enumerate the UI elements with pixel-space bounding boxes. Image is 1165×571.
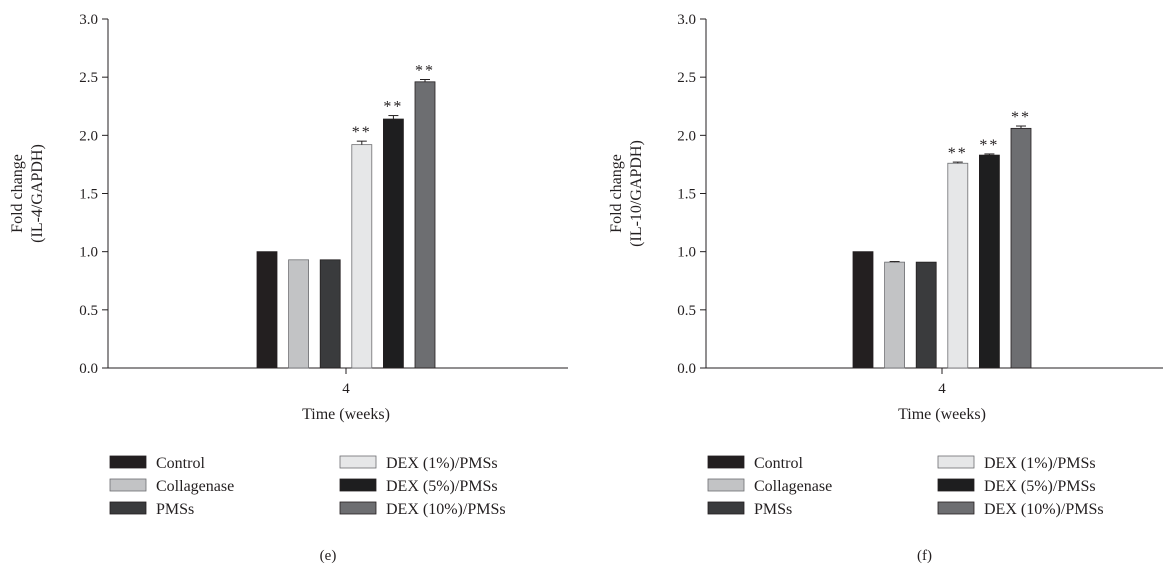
y-axis-title-line: (IL-4/GAPDH) [29, 144, 46, 243]
bar [947, 162, 969, 369]
y-tick-label: 0.5 [677, 303, 696, 319]
significance-label: ** [979, 137, 999, 154]
legend-swatch [937, 478, 975, 492]
legend-swatch [339, 455, 377, 469]
legend-swatch [707, 455, 745, 469]
y-tick-label: 0.0 [79, 361, 98, 377]
y-tick-label: 1.5 [677, 187, 696, 203]
legend-label: DEX (1%)/PMSs [386, 455, 498, 472]
legend-swatch [339, 478, 377, 492]
legend-label: Control [754, 455, 803, 472]
x-tick-label: 4 [938, 381, 946, 397]
legend-label: DEX (1%)/PMSs [984, 455, 1096, 472]
legend-label: Control [156, 455, 205, 472]
legend-label: DEX (10%)/PMSs [386, 501, 506, 518]
bar [256, 251, 278, 369]
legend-swatch [707, 501, 745, 515]
y-tick-label: 3.0 [677, 12, 696, 28]
significance-label: ** [948, 145, 968, 162]
legend-label: DEX (5%)/PMSs [984, 478, 1096, 495]
legend-label: Collagenase [754, 478, 832, 495]
y-axis-title: Fold change (IL-10/GAPDH) [608, 140, 645, 247]
y-tick-label: 2.0 [677, 128, 696, 144]
legend-label: PMSs [754, 501, 792, 518]
bar [288, 259, 310, 369]
legend-label: DEX (10%)/PMSs [984, 501, 1104, 518]
y-axis-title: Fold change (IL-4/GAPDH) [9, 144, 46, 243]
legend-label: DEX (5%)/PMSs [386, 478, 498, 495]
chart-panel-1: 0.0 0.5 1.0 1.5 2.0 2.5 3.0 ** ** ** 4 Time (weeks)… [608, 12, 1163, 564]
significance-label: ** [383, 99, 403, 116]
significance-label: ** [352, 124, 372, 141]
panel-label: (e) [320, 548, 337, 564]
y-tick-label: 3.0 [79, 12, 98, 28]
legend-swatch [109, 478, 147, 492]
bar [884, 261, 905, 369]
legend-swatch [109, 455, 147, 469]
significance-label: ** [415, 62, 435, 79]
bar [351, 144, 373, 369]
legend-swatch [109, 501, 147, 515]
y-tick-label: 1.0 [79, 245, 98, 261]
y-tick-label: 0.5 [79, 303, 98, 319]
legend-swatch [937, 455, 975, 469]
significance-label: ** [1011, 109, 1031, 126]
legend-label: PMSs [156, 501, 194, 518]
bar [915, 261, 937, 369]
bar [382, 118, 404, 369]
y-tick-label: 0.0 [677, 361, 696, 377]
y-tick-label: 1.0 [677, 245, 696, 261]
x-axis-title: Time (weeks) [898, 406, 986, 423]
y-tick-label: 1.5 [79, 187, 98, 203]
legend-swatch [937, 501, 975, 515]
y-tick-label: 2.5 [677, 70, 696, 86]
bar [414, 81, 436, 369]
chart-panel-0: 0.0 0.5 1.0 1.5 2.0 2.5 3.0 ** ** ** 4 Time (weeks)… [9, 12, 568, 564]
bar [319, 259, 341, 369]
y-tick-label: 2.0 [79, 128, 98, 144]
bar [1010, 127, 1032, 369]
legend-label: Collagenase [156, 478, 234, 495]
bar [852, 251, 874, 369]
x-axis-title: Time (weeks) [302, 406, 390, 423]
x-tick-label: 4 [342, 381, 350, 397]
y-tick-label: 2.5 [79, 70, 98, 86]
legend-swatch [707, 478, 745, 492]
panel-label: (f) [917, 548, 932, 564]
bar [979, 154, 1000, 369]
y-axis-title-line: Fold change [608, 154, 625, 233]
legend-swatch [339, 501, 377, 515]
y-axis-title-line: (IL-10/GAPDH) [628, 140, 645, 247]
y-axis-title-line: Fold change [9, 154, 26, 233]
